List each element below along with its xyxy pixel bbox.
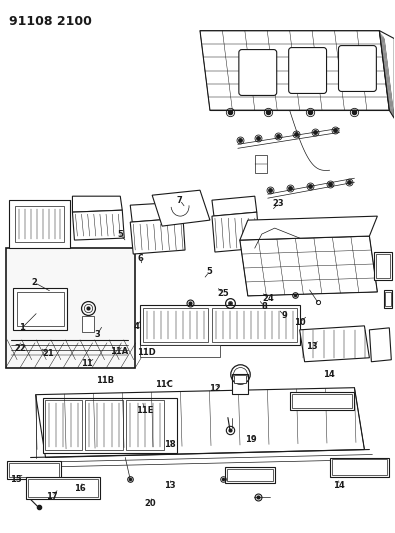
Bar [13, 288, 68, 330]
Text: 18: 18 [164, 440, 176, 449]
Polygon shape [300, 326, 369, 362]
Bar [126, 400, 164, 449]
Text: 3: 3 [94, 330, 100, 339]
Text: 2: 2 [31, 278, 37, 287]
Polygon shape [130, 202, 183, 222]
Polygon shape [240, 236, 377, 296]
Text: 9: 9 [281, 311, 287, 320]
Bar [143, 308, 208, 342]
Text: 4: 4 [134, 321, 139, 330]
Bar [234, 375, 246, 383]
Bar [290, 392, 354, 410]
Text: 11: 11 [81, 359, 93, 368]
Text: 5: 5 [206, 268, 212, 276]
Bar [9, 200, 70, 248]
Text: 17: 17 [46, 491, 58, 500]
Text: 15: 15 [10, 475, 21, 483]
Polygon shape [212, 196, 257, 216]
Bar [227, 470, 273, 481]
Bar [26, 478, 100, 499]
Bar [9, 464, 60, 478]
Bar [384, 290, 392, 308]
Text: 11E: 11E [135, 406, 153, 415]
Text: 10: 10 [294, 318, 306, 327]
Bar [15, 206, 64, 242]
Text: 11A: 11A [110, 347, 128, 356]
Text: 20: 20 [145, 498, 156, 507]
Polygon shape [130, 218, 185, 254]
Polygon shape [36, 387, 365, 457]
Text: 24: 24 [262, 294, 274, 303]
Text: 1: 1 [19, 323, 25, 332]
Polygon shape [240, 216, 377, 240]
FancyBboxPatch shape [239, 50, 277, 95]
FancyBboxPatch shape [339, 46, 376, 92]
Text: 8: 8 [261, 302, 267, 311]
Bar [17, 292, 64, 326]
Text: 91108 2100: 91108 2100 [9, 15, 92, 28]
Polygon shape [369, 328, 391, 362]
Text: 11D: 11D [137, 348, 156, 357]
Text: 11C: 11C [155, 380, 173, 389]
Text: 12: 12 [209, 384, 221, 393]
Bar [140, 345, 220, 357]
Polygon shape [379, 30, 394, 118]
Polygon shape [200, 30, 389, 110]
Bar [376, 254, 390, 278]
Bar [83, 316, 94, 332]
Bar [43, 398, 177, 453]
Bar [6, 248, 135, 368]
Bar [225, 467, 275, 483]
Text: 5: 5 [118, 230, 124, 239]
Polygon shape [72, 196, 122, 212]
Text: 11B: 11B [96, 376, 114, 385]
Polygon shape [72, 210, 124, 240]
Text: 13: 13 [306, 342, 318, 351]
Bar [255, 155, 267, 173]
Text: 6: 6 [137, 254, 143, 263]
Polygon shape [212, 212, 260, 252]
Text: 7: 7 [177, 196, 182, 205]
Bar [386, 292, 391, 306]
Text: 21: 21 [42, 349, 54, 358]
Text: 23: 23 [273, 199, 284, 208]
Bar [374, 252, 392, 280]
Text: 14: 14 [324, 370, 335, 379]
Text: 19: 19 [245, 435, 256, 444]
Bar [45, 400, 83, 449]
Bar [28, 480, 98, 497]
FancyBboxPatch shape [289, 47, 327, 93]
Bar [329, 457, 389, 478]
Bar [85, 400, 123, 449]
Bar [7, 462, 62, 480]
Text: 22: 22 [15, 344, 26, 353]
Text: 25: 25 [217, 288, 229, 297]
Bar [292, 394, 352, 408]
Bar [331, 459, 387, 475]
Text: 16: 16 [73, 484, 85, 493]
Bar [212, 308, 297, 342]
Bar [140, 305, 300, 345]
Polygon shape [152, 190, 210, 226]
Text: 13: 13 [164, 481, 176, 490]
Text: 14: 14 [333, 481, 345, 490]
Bar [232, 374, 248, 394]
